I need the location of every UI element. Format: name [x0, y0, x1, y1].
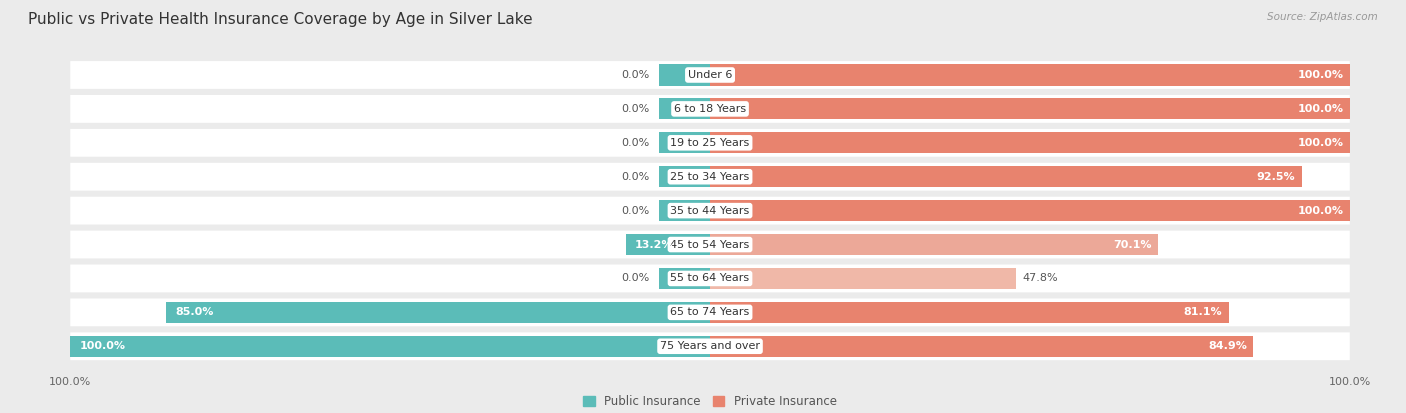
Text: 6 to 18 Years: 6 to 18 Years — [673, 104, 747, 114]
Bar — [659, 268, 710, 289]
Text: 75 Years and over: 75 Years and over — [659, 341, 761, 351]
Text: 13.2%: 13.2% — [636, 240, 673, 249]
FancyBboxPatch shape — [70, 163, 1350, 191]
Bar — [626, 234, 710, 255]
Bar — [659, 132, 710, 153]
Text: 0.0%: 0.0% — [621, 206, 650, 216]
Bar — [710, 234, 1159, 255]
FancyBboxPatch shape — [70, 95, 1350, 123]
Text: 100.0%: 100.0% — [1298, 138, 1343, 148]
Bar — [659, 166, 710, 187]
Text: 0.0%: 0.0% — [621, 273, 650, 283]
FancyBboxPatch shape — [70, 265, 1350, 292]
Text: 0.0%: 0.0% — [621, 104, 650, 114]
FancyBboxPatch shape — [70, 299, 1350, 326]
Text: 81.1%: 81.1% — [1184, 307, 1222, 317]
FancyBboxPatch shape — [70, 230, 1350, 259]
Bar — [710, 98, 1350, 119]
Bar — [710, 132, 1350, 153]
Text: 100.0%: 100.0% — [80, 341, 127, 351]
Bar — [70, 336, 710, 357]
Text: 65 to 74 Years: 65 to 74 Years — [671, 307, 749, 317]
Text: 35 to 44 Years: 35 to 44 Years — [671, 206, 749, 216]
Text: 85.0%: 85.0% — [176, 307, 214, 317]
Text: Under 6: Under 6 — [688, 70, 733, 80]
FancyBboxPatch shape — [70, 197, 1350, 225]
Bar — [710, 166, 1302, 187]
Text: 100.0%: 100.0% — [1298, 104, 1343, 114]
Bar — [710, 336, 1253, 357]
Bar — [710, 64, 1350, 85]
Bar — [166, 302, 710, 323]
Bar — [659, 64, 710, 85]
Text: Source: ZipAtlas.com: Source: ZipAtlas.com — [1267, 12, 1378, 22]
Bar — [710, 268, 1015, 289]
Text: 0.0%: 0.0% — [621, 70, 650, 80]
Text: 100.0%: 100.0% — [1298, 206, 1343, 216]
Text: 92.5%: 92.5% — [1257, 172, 1295, 182]
Bar — [710, 200, 1350, 221]
Text: 0.0%: 0.0% — [621, 138, 650, 148]
Bar — [659, 98, 710, 119]
Text: Public vs Private Health Insurance Coverage by Age in Silver Lake: Public vs Private Health Insurance Cover… — [28, 12, 533, 27]
Text: 70.1%: 70.1% — [1114, 240, 1152, 249]
Text: 47.8%: 47.8% — [1022, 273, 1057, 283]
Bar — [710, 302, 1229, 323]
FancyBboxPatch shape — [70, 129, 1350, 157]
Text: 84.9%: 84.9% — [1208, 341, 1247, 351]
Bar — [659, 200, 710, 221]
Text: 100.0%: 100.0% — [1298, 70, 1343, 80]
Text: 55 to 64 Years: 55 to 64 Years — [671, 273, 749, 283]
Text: 0.0%: 0.0% — [621, 172, 650, 182]
Text: 19 to 25 Years: 19 to 25 Years — [671, 138, 749, 148]
Text: 25 to 34 Years: 25 to 34 Years — [671, 172, 749, 182]
Legend: Public Insurance, Private Insurance: Public Insurance, Private Insurance — [583, 395, 837, 408]
FancyBboxPatch shape — [70, 61, 1350, 89]
Text: 45 to 54 Years: 45 to 54 Years — [671, 240, 749, 249]
FancyBboxPatch shape — [70, 332, 1350, 360]
